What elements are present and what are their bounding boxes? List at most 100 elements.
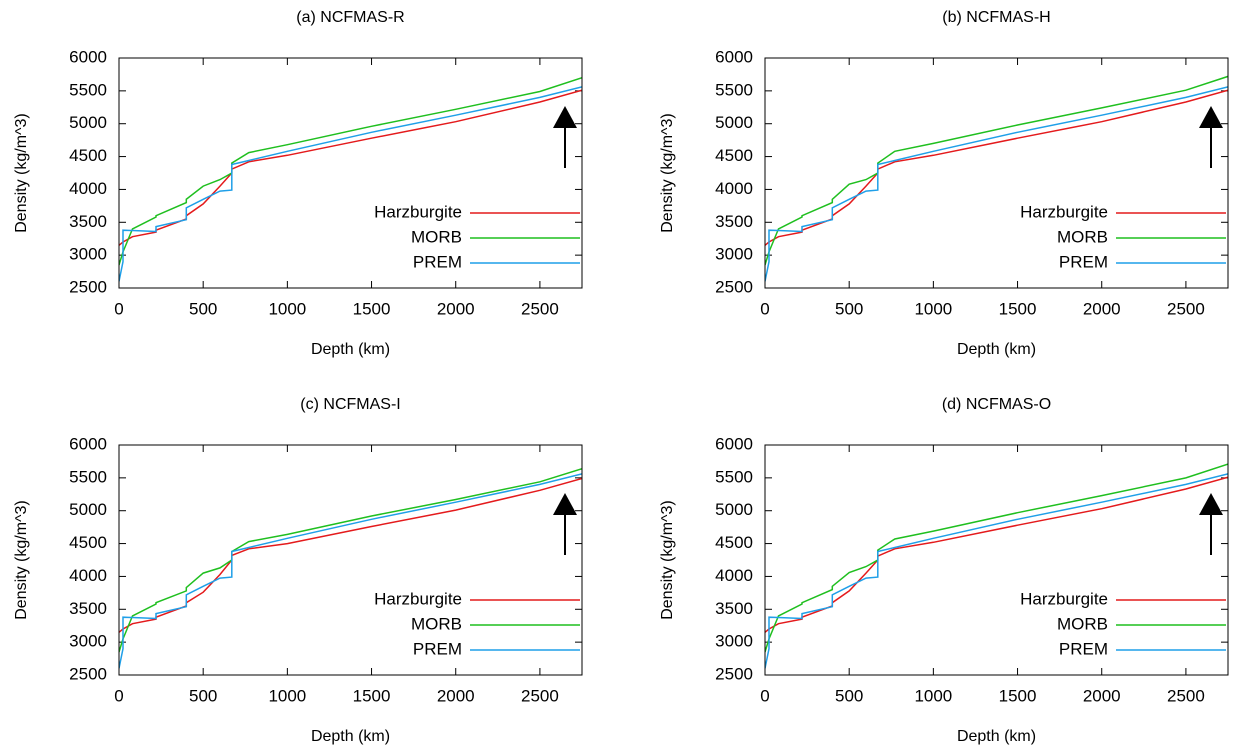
legend-label: MORB xyxy=(411,614,462,633)
y-tick-label: 5000 xyxy=(715,500,753,519)
y-tick-label: 2500 xyxy=(715,277,753,296)
panel: (b) NCFMAS-H Depth (km) Density (kg/m^3) 0 5… xyxy=(659,9,1229,358)
legend-label: MORB xyxy=(1057,227,1108,246)
x-tick-label: 0 xyxy=(114,299,123,318)
x-tick-label: 0 xyxy=(760,299,769,318)
y-tick-label: 5500 xyxy=(715,80,753,99)
data-line xyxy=(765,75,1228,266)
y-tick-label: 2500 xyxy=(715,664,753,683)
x-tick-label: 2500 xyxy=(1167,686,1205,705)
plot-frame xyxy=(118,57,583,289)
data-line xyxy=(765,89,1228,246)
y-tick-label: 4000 xyxy=(715,179,753,198)
y-tick-label: 4500 xyxy=(69,146,107,165)
x-tick-label: 1000 xyxy=(268,299,306,318)
chart-title: (d) NCFMAS-O xyxy=(942,396,1051,413)
legend-label: MORB xyxy=(411,227,462,246)
y-tick-label: 5000 xyxy=(69,113,107,132)
x-tick-label: 1000 xyxy=(914,299,952,318)
x-axis-label: Depth (km) xyxy=(957,728,1036,745)
plot-frame xyxy=(764,444,1229,676)
x-tick-label: 1500 xyxy=(999,686,1037,705)
chart-title: (b) NCFMAS-H xyxy=(942,9,1050,26)
legend-label: PREM xyxy=(413,252,462,271)
y-tick-label: 6000 xyxy=(715,434,753,453)
y-axis-label: Density (kg/m^3) xyxy=(13,500,30,620)
x-tick-label: 500 xyxy=(835,686,863,705)
plot-frame xyxy=(118,444,583,676)
x-tick-label: 2000 xyxy=(1083,299,1121,318)
x-tick-label: 2000 xyxy=(1083,686,1121,705)
y-tick-label: 3500 xyxy=(715,212,753,231)
legend-label: Harzburgite xyxy=(374,202,462,221)
chart-title: (a) NCFMAS-R xyxy=(296,9,404,26)
y-axis-label: Density (kg/m^3) xyxy=(659,500,676,620)
y-tick-label: 5000 xyxy=(715,113,753,132)
y-axis-label: Density (kg/m^3) xyxy=(659,113,676,233)
panel: (d) NCFMAS-O Depth (km) Density (kg/m^3) 0 5… xyxy=(659,396,1229,745)
y-tick-label: 5500 xyxy=(715,467,753,486)
y-tick-label: 6000 xyxy=(715,47,753,66)
plot-frame xyxy=(764,57,1229,289)
x-axis-label: Depth (km) xyxy=(311,728,390,745)
y-tick-label: 4500 xyxy=(69,533,107,552)
x-tick-label: 500 xyxy=(835,299,863,318)
y-tick-label: 3500 xyxy=(715,599,753,618)
x-tick-label: 1000 xyxy=(268,686,306,705)
x-tick-label: 0 xyxy=(760,686,769,705)
x-tick-label: 2000 xyxy=(437,686,475,705)
arrow-head xyxy=(553,493,577,515)
chart-title: (c) NCFMAS-I xyxy=(300,396,400,413)
y-tick-label: 3500 xyxy=(69,599,107,618)
y-tick-label: 4500 xyxy=(715,146,753,165)
y-tick-label: 5500 xyxy=(69,467,107,486)
arrow-head xyxy=(553,106,577,128)
x-tick-label: 500 xyxy=(189,299,217,318)
arrow-head xyxy=(1199,493,1223,515)
y-tick-label: 5000 xyxy=(69,500,107,519)
legend-label: Harzburgite xyxy=(374,589,462,608)
data-line xyxy=(765,476,1228,633)
panel: (a) NCFMAS-R Depth (km) Density (kg/m^3) 0 5… xyxy=(13,9,583,358)
y-tick-label: 2500 xyxy=(69,664,107,683)
y-tick-label: 4000 xyxy=(69,566,107,585)
data-line xyxy=(119,477,582,633)
y-tick-label: 5500 xyxy=(69,80,107,99)
data-line xyxy=(119,473,582,669)
x-tick-label: 0 xyxy=(114,686,123,705)
y-tick-label: 6000 xyxy=(69,47,107,66)
x-tick-label: 500 xyxy=(189,686,217,705)
legend-label: PREM xyxy=(1059,639,1108,658)
x-tick-label: 1500 xyxy=(353,299,391,318)
x-tick-label: 2500 xyxy=(1167,299,1205,318)
data-line xyxy=(765,86,1228,282)
legend-label: MORB xyxy=(1057,614,1108,633)
y-tick-label: 3000 xyxy=(69,245,107,264)
data-line xyxy=(119,467,582,653)
data-line xyxy=(765,463,1228,653)
x-tick-label: 2500 xyxy=(521,299,559,318)
y-tick-label: 4000 xyxy=(715,566,753,585)
x-tick-label: 1500 xyxy=(353,686,391,705)
y-tick-label: 3500 xyxy=(69,212,107,231)
x-tick-label: 1500 xyxy=(999,299,1037,318)
data-line xyxy=(119,76,582,266)
data-line xyxy=(765,473,1228,669)
x-tick-label: 2500 xyxy=(521,686,559,705)
y-tick-label: 3000 xyxy=(69,632,107,651)
x-axis-label: Depth (km) xyxy=(957,341,1036,358)
y-tick-label: 6000 xyxy=(69,434,107,453)
legend-label: Harzburgite xyxy=(1020,202,1108,221)
x-tick-label: 1000 xyxy=(914,686,952,705)
legend-label: PREM xyxy=(1059,252,1108,271)
x-tick-label: 2000 xyxy=(437,299,475,318)
y-tick-label: 4500 xyxy=(715,533,753,552)
y-tick-label: 3000 xyxy=(715,245,753,264)
x-axis-label: Depth (km) xyxy=(311,341,390,358)
data-line xyxy=(119,86,582,282)
data-line xyxy=(119,89,582,246)
panel: (c) NCFMAS-I Depth (km) Density (kg/m^3) 0 5… xyxy=(13,396,583,745)
y-tick-label: 4000 xyxy=(69,179,107,198)
